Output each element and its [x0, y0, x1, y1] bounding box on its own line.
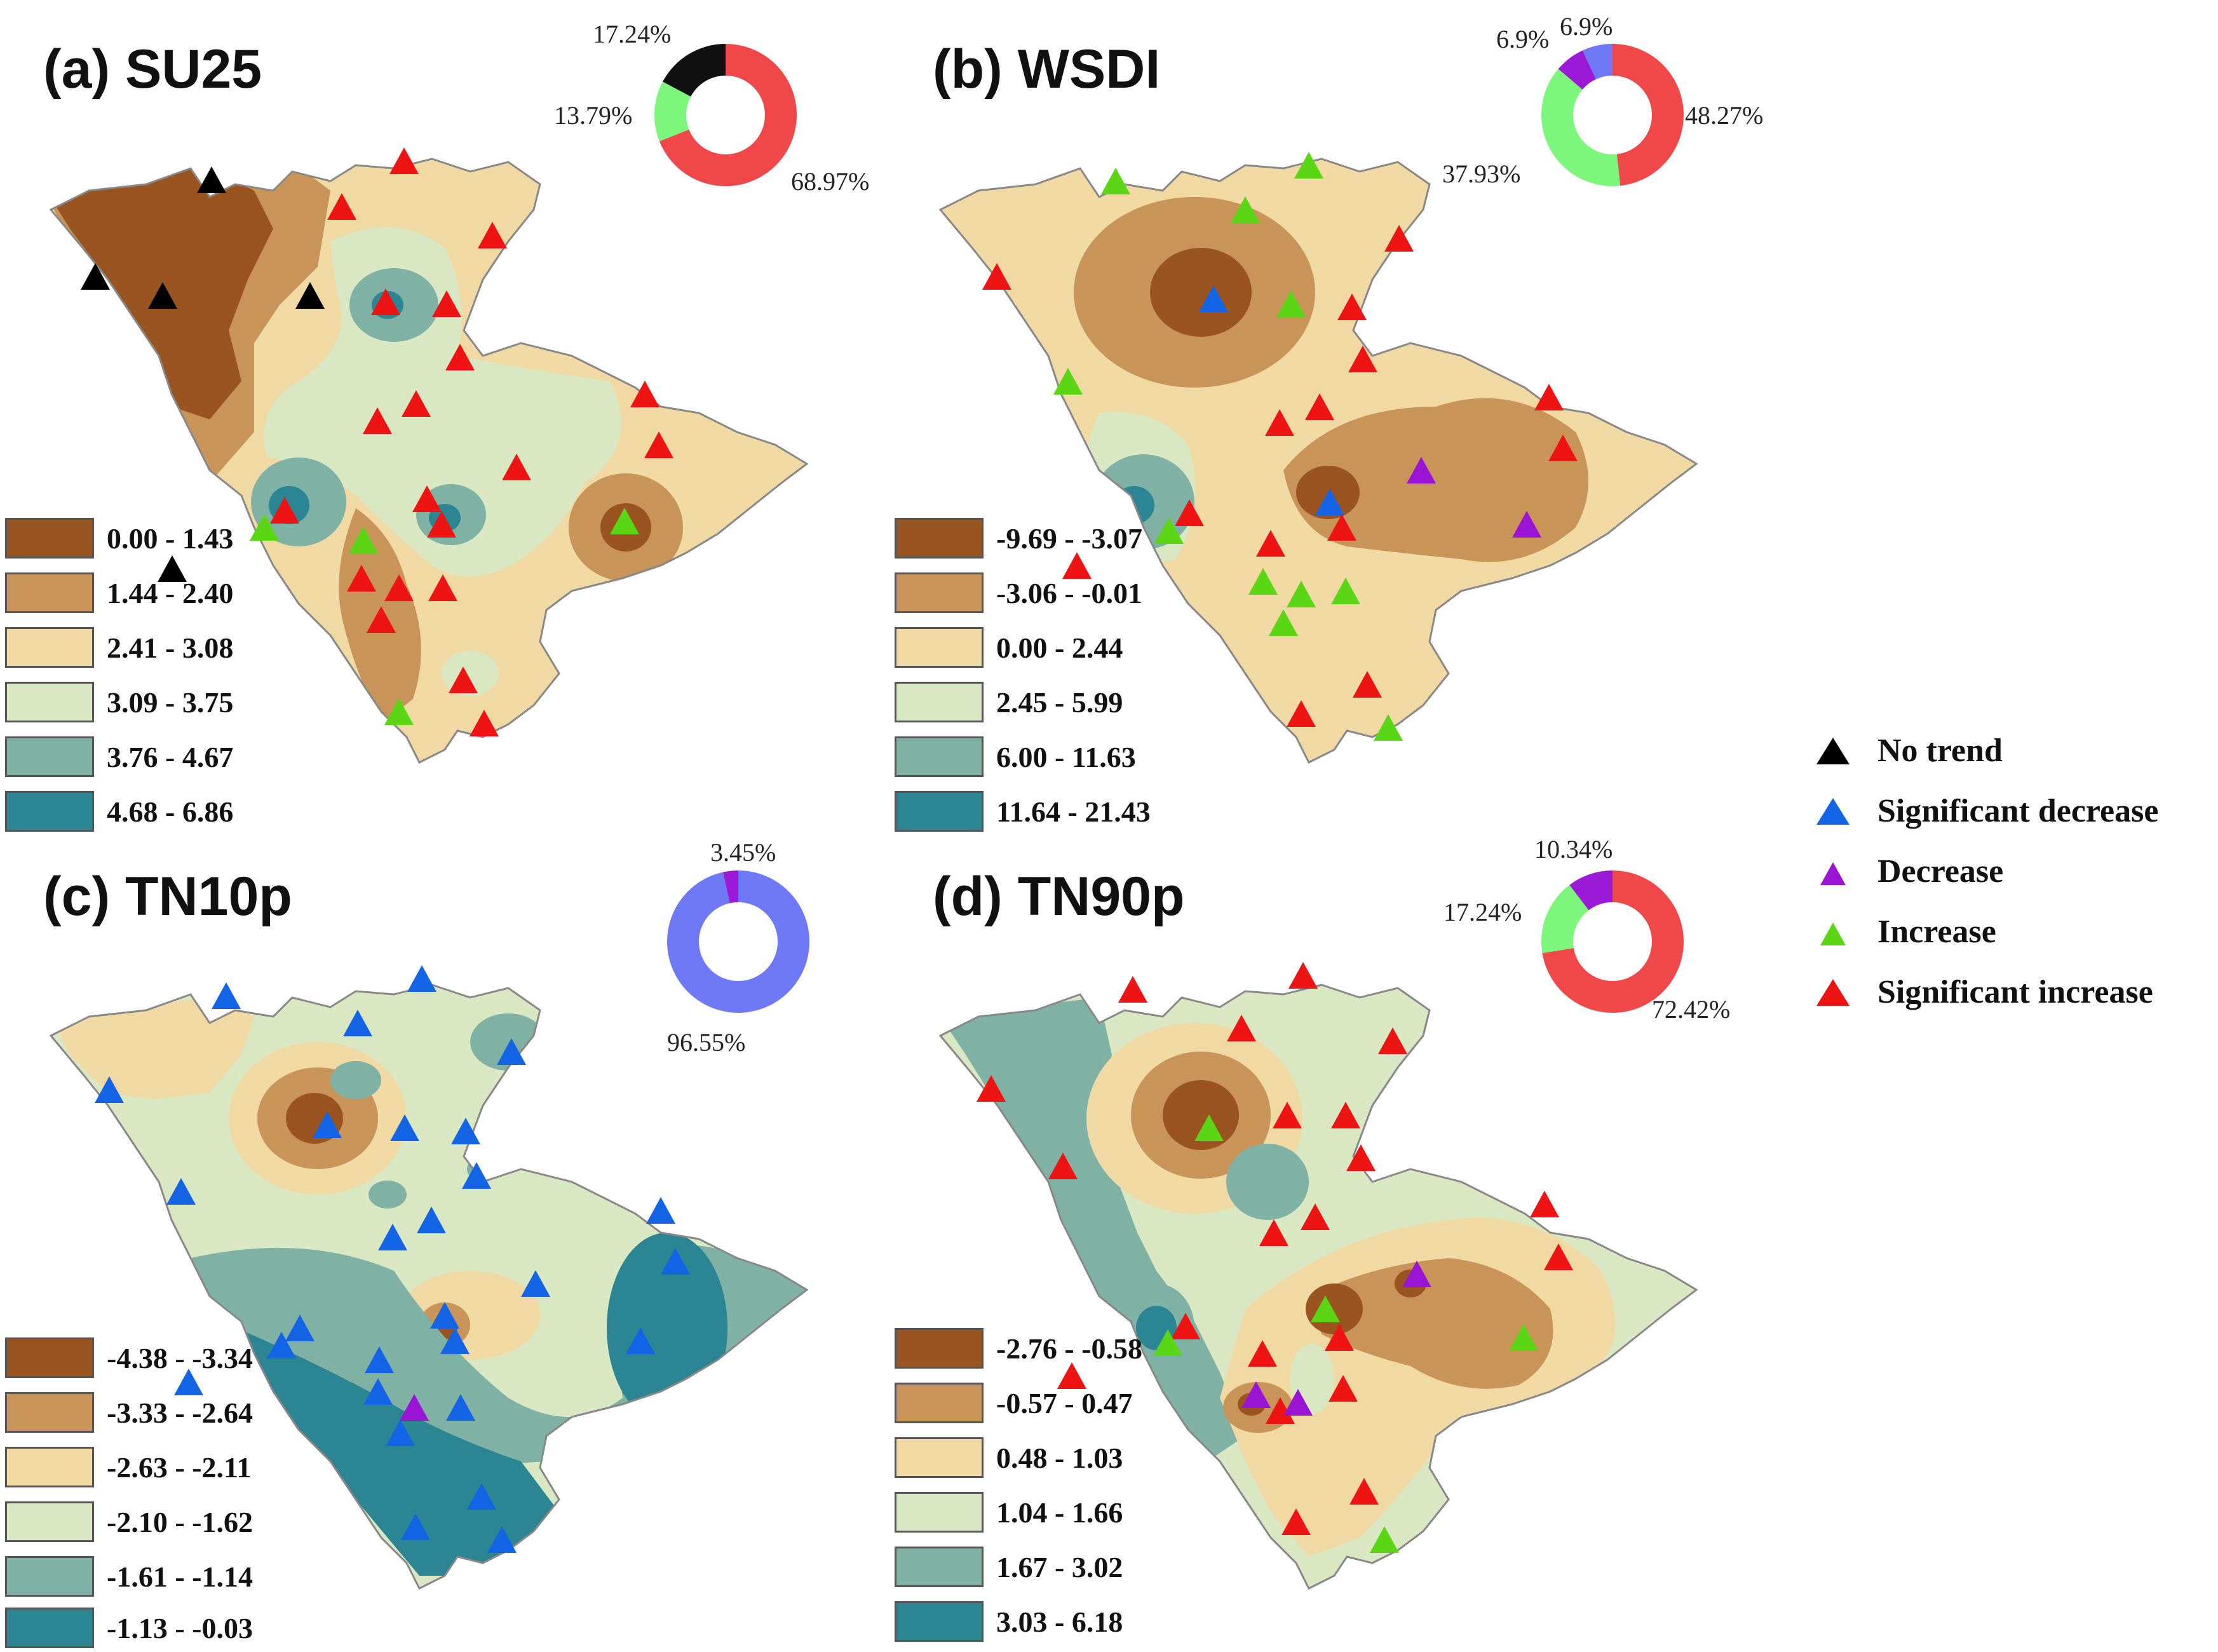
- trend-legend-label: Increase: [1877, 914, 1996, 950]
- donut-label: 17.24%: [1444, 898, 1522, 926]
- legend-swatch: [5, 627, 94, 668]
- donut-label: 17.24%: [593, 20, 672, 48]
- legend-label: -1.13 - -0.03: [107, 1611, 253, 1644]
- legend-label: 4.68 - 6.86: [107, 795, 234, 828]
- legend-swatch: [5, 1337, 94, 1378]
- legend-swatch: [5, 682, 94, 722]
- legend-label: 3.76 - 4.67: [107, 740, 234, 773]
- legend-swatch: [895, 1437, 984, 1478]
- legend-label: 2.45 - 5.99: [996, 686, 1123, 719]
- donut-label: 6.9%: [1560, 12, 1613, 41]
- legend-label: 0.48 - 1.03: [996, 1441, 1123, 1474]
- legend-label: -0.57 - 0.47: [996, 1386, 1133, 1419]
- legend-label: 0.00 - 1.43: [107, 522, 234, 555]
- donut-label: 96.55%: [667, 1028, 746, 1057]
- legend-swatch: [5, 1447, 94, 1487]
- significant-decrease-icon: [1816, 797, 1849, 825]
- donut-label: 3.45%: [710, 838, 776, 867]
- station-increase: [1101, 168, 1130, 194]
- legend-swatch: [895, 1492, 984, 1533]
- legend-label: 3.03 - 6.18: [996, 1605, 1123, 1638]
- legend-label: 1.04 - 1.66: [996, 1496, 1123, 1529]
- station-no-trend: [197, 166, 226, 193]
- legend-swatch: [895, 518, 984, 559]
- no-trend-icon: [1816, 737, 1849, 764]
- trend-legend-label: Significant increase: [1877, 974, 2153, 1010]
- panel-title: (d) TN90p: [933, 866, 1185, 927]
- legend-swatch: [895, 682, 984, 722]
- panel-title: (b) WSDI: [933, 39, 1161, 100]
- legend-label: -2.10 - -1.62: [107, 1505, 253, 1538]
- trend-legend-label: No trend: [1877, 733, 2003, 769]
- station-significant-increase: [389, 147, 419, 174]
- station-significant-decrease: [212, 982, 241, 1009]
- panel-a-su25: (a) SU25: [0, 0, 889, 826]
- legend-label: -3.33 - -2.64: [107, 1396, 253, 1429]
- legend-label: 3.09 - 3.75: [107, 686, 234, 719]
- legend-swatch: [895, 1383, 984, 1423]
- legend-swatch: [895, 1601, 984, 1642]
- legend-label: -3.06 - -0.01: [996, 576, 1142, 609]
- donut-label: 48.27%: [1685, 101, 1764, 130]
- legend-swatch: [895, 1328, 984, 1369]
- increase-icon: [1820, 922, 1846, 945]
- panel-b-map: [939, 152, 1698, 764]
- panel-a-map: [50, 147, 808, 764]
- donut-label: 6.9%: [1496, 25, 1550, 53]
- donut-label: 68.97%: [791, 167, 870, 196]
- donut-label: 13.79%: [554, 101, 633, 130]
- station-significant-increase: [1530, 1191, 1559, 1217]
- legend-swatch: [895, 627, 984, 668]
- trend-legend-label: Significant decrease: [1877, 793, 2159, 829]
- legend-label: -2.63 - -2.11: [107, 1451, 252, 1484]
- legend-swatch: [5, 1501, 94, 1542]
- legend-label: 6.00 - 11.63: [996, 740, 1136, 773]
- legend-swatch: [895, 1547, 984, 1587]
- legend-swatch: [5, 1556, 94, 1597]
- panel-d-map: [939, 962, 1698, 1590]
- legend-swatch: [5, 518, 94, 559]
- legend-swatch: [5, 791, 94, 832]
- panel-b-wsdi: (b) WSDI: [889, 0, 1779, 826]
- significant-increase-icon: [1816, 978, 1849, 1006]
- station-significant-increase: [1118, 976, 1147, 1003]
- trend-legend-label: Decrease: [1877, 853, 2004, 890]
- panel-d-tn90p: (d) TN90p: [889, 826, 1779, 1652]
- legend-swatch: [5, 1392, 94, 1433]
- legend-label: -9.69 - -3.07: [996, 522, 1142, 555]
- panel-c-tn10p: (c) TN10p: [0, 826, 889, 1652]
- decrease-icon: [1820, 862, 1846, 885]
- panel-title: (c) TN10p: [43, 866, 292, 927]
- legend-label: 11.64 - 21.43: [996, 795, 1151, 828]
- legend-swatch: [5, 572, 94, 613]
- station-significant-decrease: [646, 1197, 675, 1224]
- legend-label: 0.00 - 2.44: [996, 631, 1123, 664]
- legend-swatch: [895, 572, 984, 613]
- legend-label: 1.67 - 3.02: [996, 1550, 1123, 1583]
- station-significant-increase: [1288, 962, 1318, 989]
- legend-swatch: [5, 1608, 94, 1648]
- legend-swatch: [895, 736, 984, 777]
- panel-c-map: [50, 965, 808, 1590]
- legend-label: 2.41 - 3.08: [107, 631, 234, 664]
- station-significant-decrease: [407, 965, 436, 992]
- donut-label: 72.42%: [1652, 995, 1731, 1024]
- donut-label: 37.93%: [1442, 159, 1521, 188]
- legend-swatch: [895, 791, 984, 832]
- donut-label: 10.34%: [1534, 835, 1613, 863]
- legend-label: 1.44 - 2.40: [107, 576, 234, 609]
- panel-title: (a) SU25: [43, 39, 262, 100]
- legend-label: -2.76 - -0.58: [996, 1332, 1142, 1365]
- legend-label: -4.38 - -3.34: [107, 1341, 253, 1374]
- legend-swatch: [5, 736, 94, 777]
- legend-label: -1.61 - -1.14: [107, 1560, 253, 1593]
